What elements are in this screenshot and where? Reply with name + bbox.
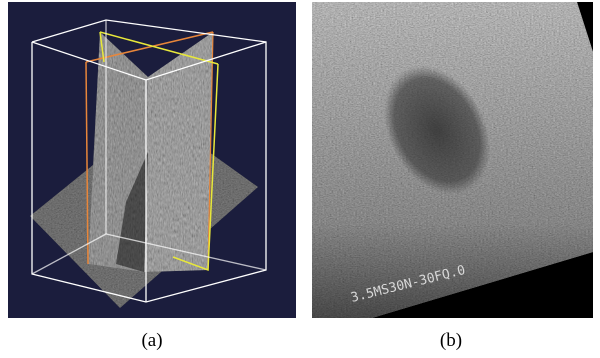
panel-a-caption: (a) bbox=[141, 330, 163, 351]
lesion-region bbox=[383, 65, 491, 195]
orange-plane-edge bbox=[85, 61, 89, 265]
bounding-box bbox=[31, 19, 267, 303]
volume-render-image bbox=[30, 19, 267, 308]
ultrasound-slice-panel: 3.5MS30N-30FQ.0 bbox=[312, 2, 593, 318]
panel-b-caption: (b) bbox=[439, 330, 463, 351]
volume-render-panel bbox=[8, 2, 296, 318]
ultrasound-slice-image: 3.5MS30N-30FQ.0 bbox=[312, 2, 593, 318]
yellow-plane-edge bbox=[99, 31, 105, 63]
